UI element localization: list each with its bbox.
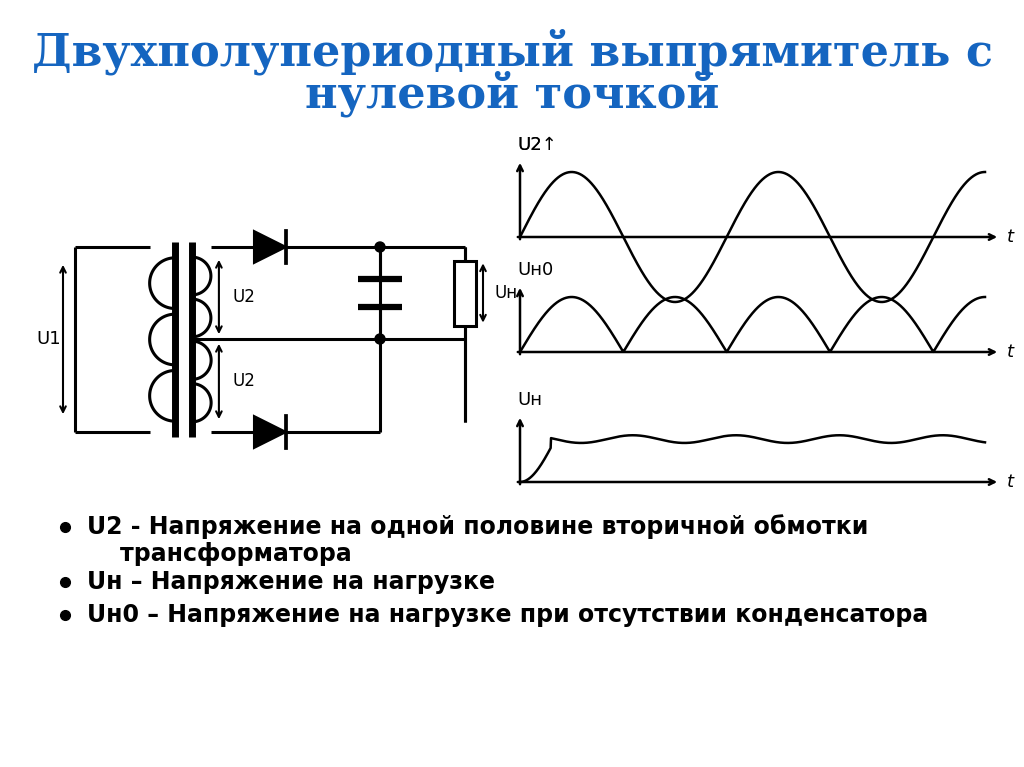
Text: Uн: Uн xyxy=(495,284,518,302)
Text: Uн: Uн xyxy=(517,391,542,409)
Text: Uн – Напряжение на нагрузке: Uн – Напряжение на нагрузке xyxy=(87,570,495,594)
Text: нулевой точкой: нулевой точкой xyxy=(305,71,719,117)
Text: U2 - Напряжение на одной половине вторичной обмотки: U2 - Напряжение на одной половине вторич… xyxy=(87,515,868,539)
Circle shape xyxy=(375,242,385,252)
Text: U1: U1 xyxy=(37,331,61,348)
Text: U2: U2 xyxy=(232,288,256,306)
Text: t: t xyxy=(1007,343,1014,361)
Text: Uн0: Uн0 xyxy=(517,261,553,279)
Text: U2↑: U2↑ xyxy=(517,136,557,154)
FancyBboxPatch shape xyxy=(454,261,476,325)
Text: трансформатора: трансформатора xyxy=(87,542,352,566)
Polygon shape xyxy=(254,416,286,448)
Text: U2: U2 xyxy=(232,373,256,390)
Text: t: t xyxy=(1007,473,1014,491)
Text: Uн0 – Напряжение на нагрузке при отсутствии конденсатора: Uн0 – Напряжение на нагрузке при отсутст… xyxy=(87,603,928,627)
Text: Двухполупериодный выпрямитель с: Двухполупериодный выпрямитель с xyxy=(32,28,992,75)
Text: t: t xyxy=(1007,228,1014,246)
Circle shape xyxy=(375,334,385,344)
Text: U2: U2 xyxy=(517,136,542,154)
Polygon shape xyxy=(254,231,286,263)
